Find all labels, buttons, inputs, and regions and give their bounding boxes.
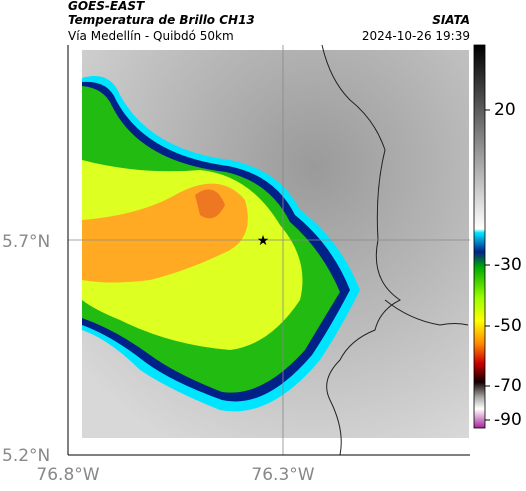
- colorbar-tick-label: -30: [494, 255, 522, 275]
- map-image: ★: [68, 44, 470, 456]
- colorbar-tick-label: -70: [494, 376, 522, 396]
- border-line: [384, 299, 469, 326]
- x-tick-label: 76.3°W: [251, 465, 314, 485]
- cloud-core: [195, 189, 225, 219]
- colorbar: [473, 44, 486, 429]
- colorbar-tick-label: -50: [494, 316, 522, 336]
- colorbar-tick-label: -90: [494, 410, 522, 430]
- colorbar-tick-label: 20: [494, 100, 516, 120]
- y-tick-label: 5.2°N: [2, 446, 50, 466]
- datetime: 2024-10-26 19:39: [362, 29, 470, 43]
- title: GOES-EAST: [68, 0, 145, 13]
- station-marker: ★: [257, 233, 270, 249]
- colorbar-ticks: 20 -30 -50 -70 -90: [485, 100, 522, 430]
- y-tick-label: 5.7°N: [2, 232, 50, 252]
- location: Vía Medellín - Quibdó 50km: [68, 29, 234, 43]
- source: SIATA: [432, 13, 470, 27]
- subtitle: Temperatura de Brillo CH13: [68, 13, 255, 27]
- x-tick-label: 76.8°W: [36, 465, 99, 485]
- border-line: [321, 44, 401, 456]
